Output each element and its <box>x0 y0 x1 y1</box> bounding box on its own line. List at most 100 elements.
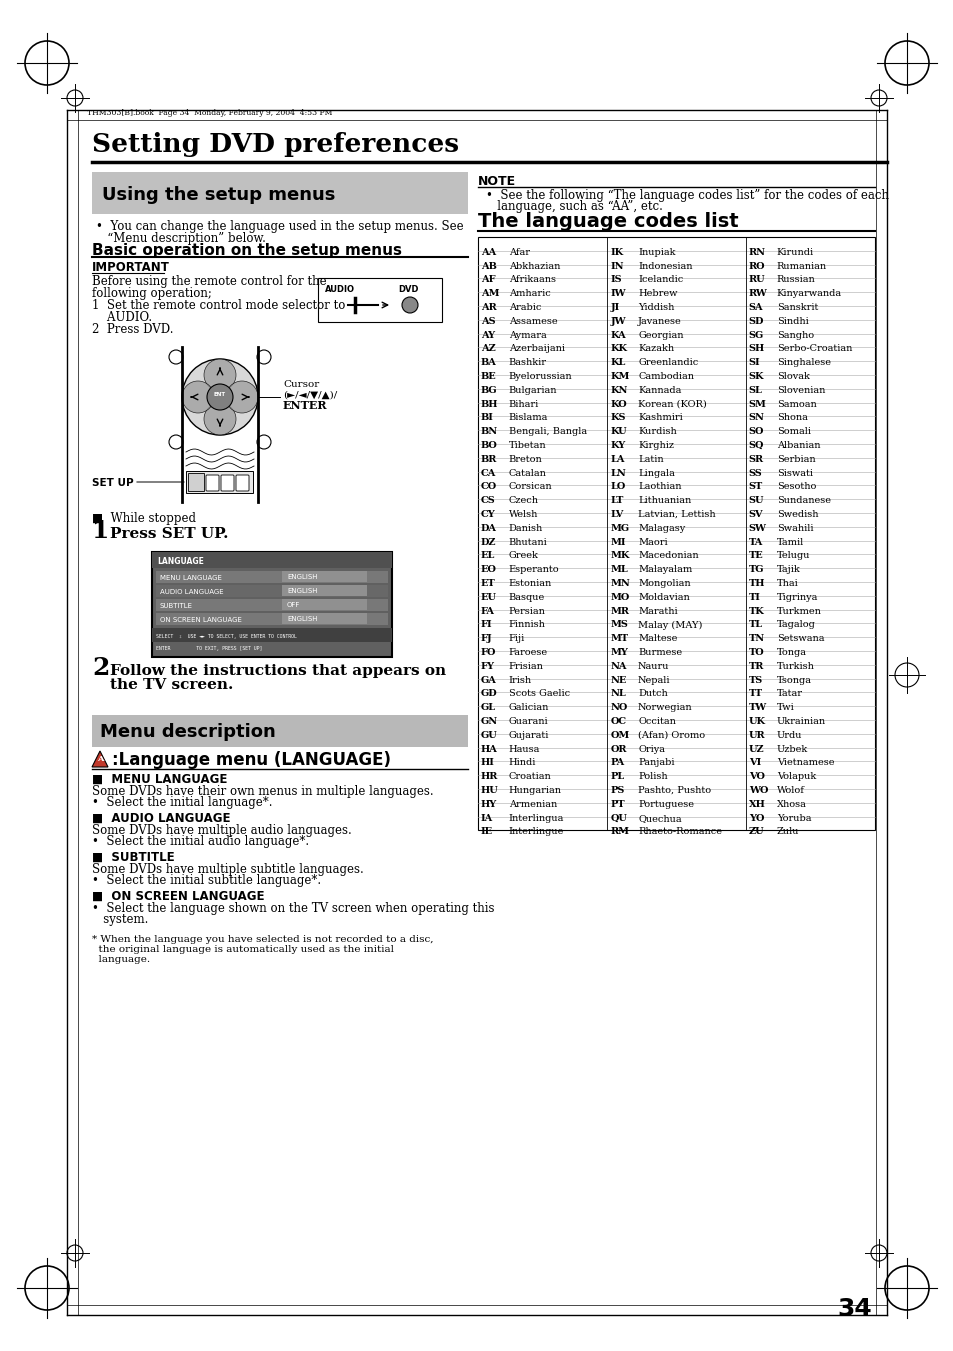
Text: Kurdish: Kurdish <box>638 427 676 436</box>
Text: Galician: Galician <box>508 704 549 712</box>
Text: SM: SM <box>748 400 766 408</box>
Text: Dutch: Dutch <box>638 689 667 698</box>
Circle shape <box>401 297 417 313</box>
Text: Kashmiri: Kashmiri <box>638 413 682 423</box>
Text: The language codes list: The language codes list <box>477 212 738 231</box>
Text: VO: VO <box>748 773 764 781</box>
Text: AS: AS <box>480 316 496 326</box>
Text: Basic operation on the setup menus: Basic operation on the setup menus <box>91 243 401 258</box>
Text: NA: NA <box>610 662 626 671</box>
Text: RO: RO <box>748 262 764 270</box>
Text: ENGLISH: ENGLISH <box>287 588 317 594</box>
Text: IS: IS <box>610 276 621 285</box>
Text: Hungarian: Hungarian <box>508 786 561 794</box>
Text: Before using the remote control for the: Before using the remote control for the <box>91 276 326 288</box>
Text: Singhalese: Singhalese <box>776 358 830 367</box>
Text: NOTE: NOTE <box>477 176 516 188</box>
Text: Setswana: Setswana <box>776 634 823 643</box>
Text: KK: KK <box>610 345 626 354</box>
Text: Mongolian: Mongolian <box>638 580 690 588</box>
Text: Tonga: Tonga <box>776 648 806 657</box>
Text: Slovenian: Slovenian <box>776 386 824 394</box>
Text: YO: YO <box>748 813 763 823</box>
Text: Breton: Breton <box>508 455 542 463</box>
Text: Menu description: Menu description <box>100 723 275 740</box>
Text: AB: AB <box>480 262 497 270</box>
Text: LO: LO <box>610 482 625 492</box>
FancyBboxPatch shape <box>152 553 392 567</box>
Text: Afrikaans: Afrikaans <box>508 276 556 285</box>
Text: Quechua: Quechua <box>638 813 681 823</box>
Text: Cambodian: Cambodian <box>638 372 694 381</box>
Text: Some DVDs have multiple audio languages.: Some DVDs have multiple audio languages. <box>91 824 352 838</box>
Text: MT: MT <box>610 634 628 643</box>
Text: GU: GU <box>480 731 497 740</box>
Text: THM303[B].book  Page 34  Monday, February 9, 2004  4:53 PM: THM303[B].book Page 34 Monday, February … <box>87 109 332 118</box>
Text: Bihari: Bihari <box>508 400 538 408</box>
Text: BR: BR <box>480 455 497 463</box>
Text: Corsican: Corsican <box>508 482 552 492</box>
Text: Fiji: Fiji <box>508 634 524 643</box>
Text: the original language is automatically used as the initial: the original language is automatically u… <box>91 944 394 954</box>
Text: system.: system. <box>91 913 149 925</box>
Text: SH: SH <box>748 345 764 354</box>
Text: SN: SN <box>748 413 764 423</box>
Text: CO: CO <box>480 482 497 492</box>
Text: Malagasy: Malagasy <box>638 524 684 532</box>
Text: SK: SK <box>748 372 763 381</box>
Text: Scots Gaelic: Scots Gaelic <box>508 689 569 698</box>
Text: Cursor: Cursor <box>283 380 319 389</box>
Text: Yiddish: Yiddish <box>638 303 674 312</box>
Text: PA: PA <box>610 758 624 767</box>
Text: ■  MENU LANGUAGE: ■ MENU LANGUAGE <box>91 773 227 786</box>
FancyBboxPatch shape <box>156 613 388 626</box>
Text: Press SET UP.: Press SET UP. <box>110 527 229 540</box>
Text: Frisian: Frisian <box>508 662 543 671</box>
Text: Esperanto: Esperanto <box>508 565 558 574</box>
Text: TR: TR <box>748 662 763 671</box>
Text: language, such as “AA”, etc.: language, such as “AA”, etc. <box>485 200 662 213</box>
Text: Hausa: Hausa <box>508 744 539 754</box>
Text: TI: TI <box>748 593 760 601</box>
Text: KS: KS <box>610 413 625 423</box>
Text: CA: CA <box>480 469 496 478</box>
Text: KA: KA <box>610 331 625 339</box>
Text: Nepali: Nepali <box>638 676 670 685</box>
Text: BE: BE <box>480 372 497 381</box>
Text: 34: 34 <box>837 1297 871 1321</box>
Text: Maori: Maori <box>638 538 667 547</box>
Text: SO: SO <box>748 427 763 436</box>
Text: IE: IE <box>480 827 493 836</box>
Text: SUBTITLE: SUBTITLE <box>160 603 193 609</box>
Circle shape <box>207 384 233 409</box>
Polygon shape <box>91 751 108 767</box>
Text: Panjabi: Panjabi <box>638 758 674 767</box>
Text: Portuguese: Portuguese <box>638 800 694 809</box>
Text: AZ: AZ <box>480 345 496 354</box>
Text: Malay (MAY): Malay (MAY) <box>638 620 701 630</box>
Text: ET: ET <box>480 580 496 588</box>
Text: IW: IW <box>610 289 625 299</box>
Circle shape <box>169 435 183 449</box>
Text: DZ: DZ <box>480 538 496 547</box>
Text: Setting DVD preferences: Setting DVD preferences <box>91 132 458 157</box>
Text: ENTER: ENTER <box>283 400 327 411</box>
Text: Byelorussian: Byelorussian <box>508 372 572 381</box>
Text: Aymara: Aymara <box>508 331 546 339</box>
Text: Vietnamese: Vietnamese <box>776 758 833 767</box>
Text: PT: PT <box>610 800 624 809</box>
Text: BH: BH <box>480 400 498 408</box>
Text: SS: SS <box>748 469 761 478</box>
Text: HU: HU <box>480 786 498 794</box>
Text: Tigrinya: Tigrinya <box>776 593 817 601</box>
Text: AUDIO LANGUAGE: AUDIO LANGUAGE <box>160 589 223 594</box>
Text: LANGUAGE: LANGUAGE <box>157 557 204 566</box>
Text: UR: UR <box>748 731 764 740</box>
Text: OC: OC <box>610 717 626 725</box>
Circle shape <box>256 435 271 449</box>
Text: SI: SI <box>748 358 760 367</box>
Text: BO: BO <box>480 440 497 450</box>
Text: DA: DA <box>480 524 497 532</box>
Text: Volapuk: Volapuk <box>776 773 815 781</box>
Text: Maltese: Maltese <box>638 634 677 643</box>
